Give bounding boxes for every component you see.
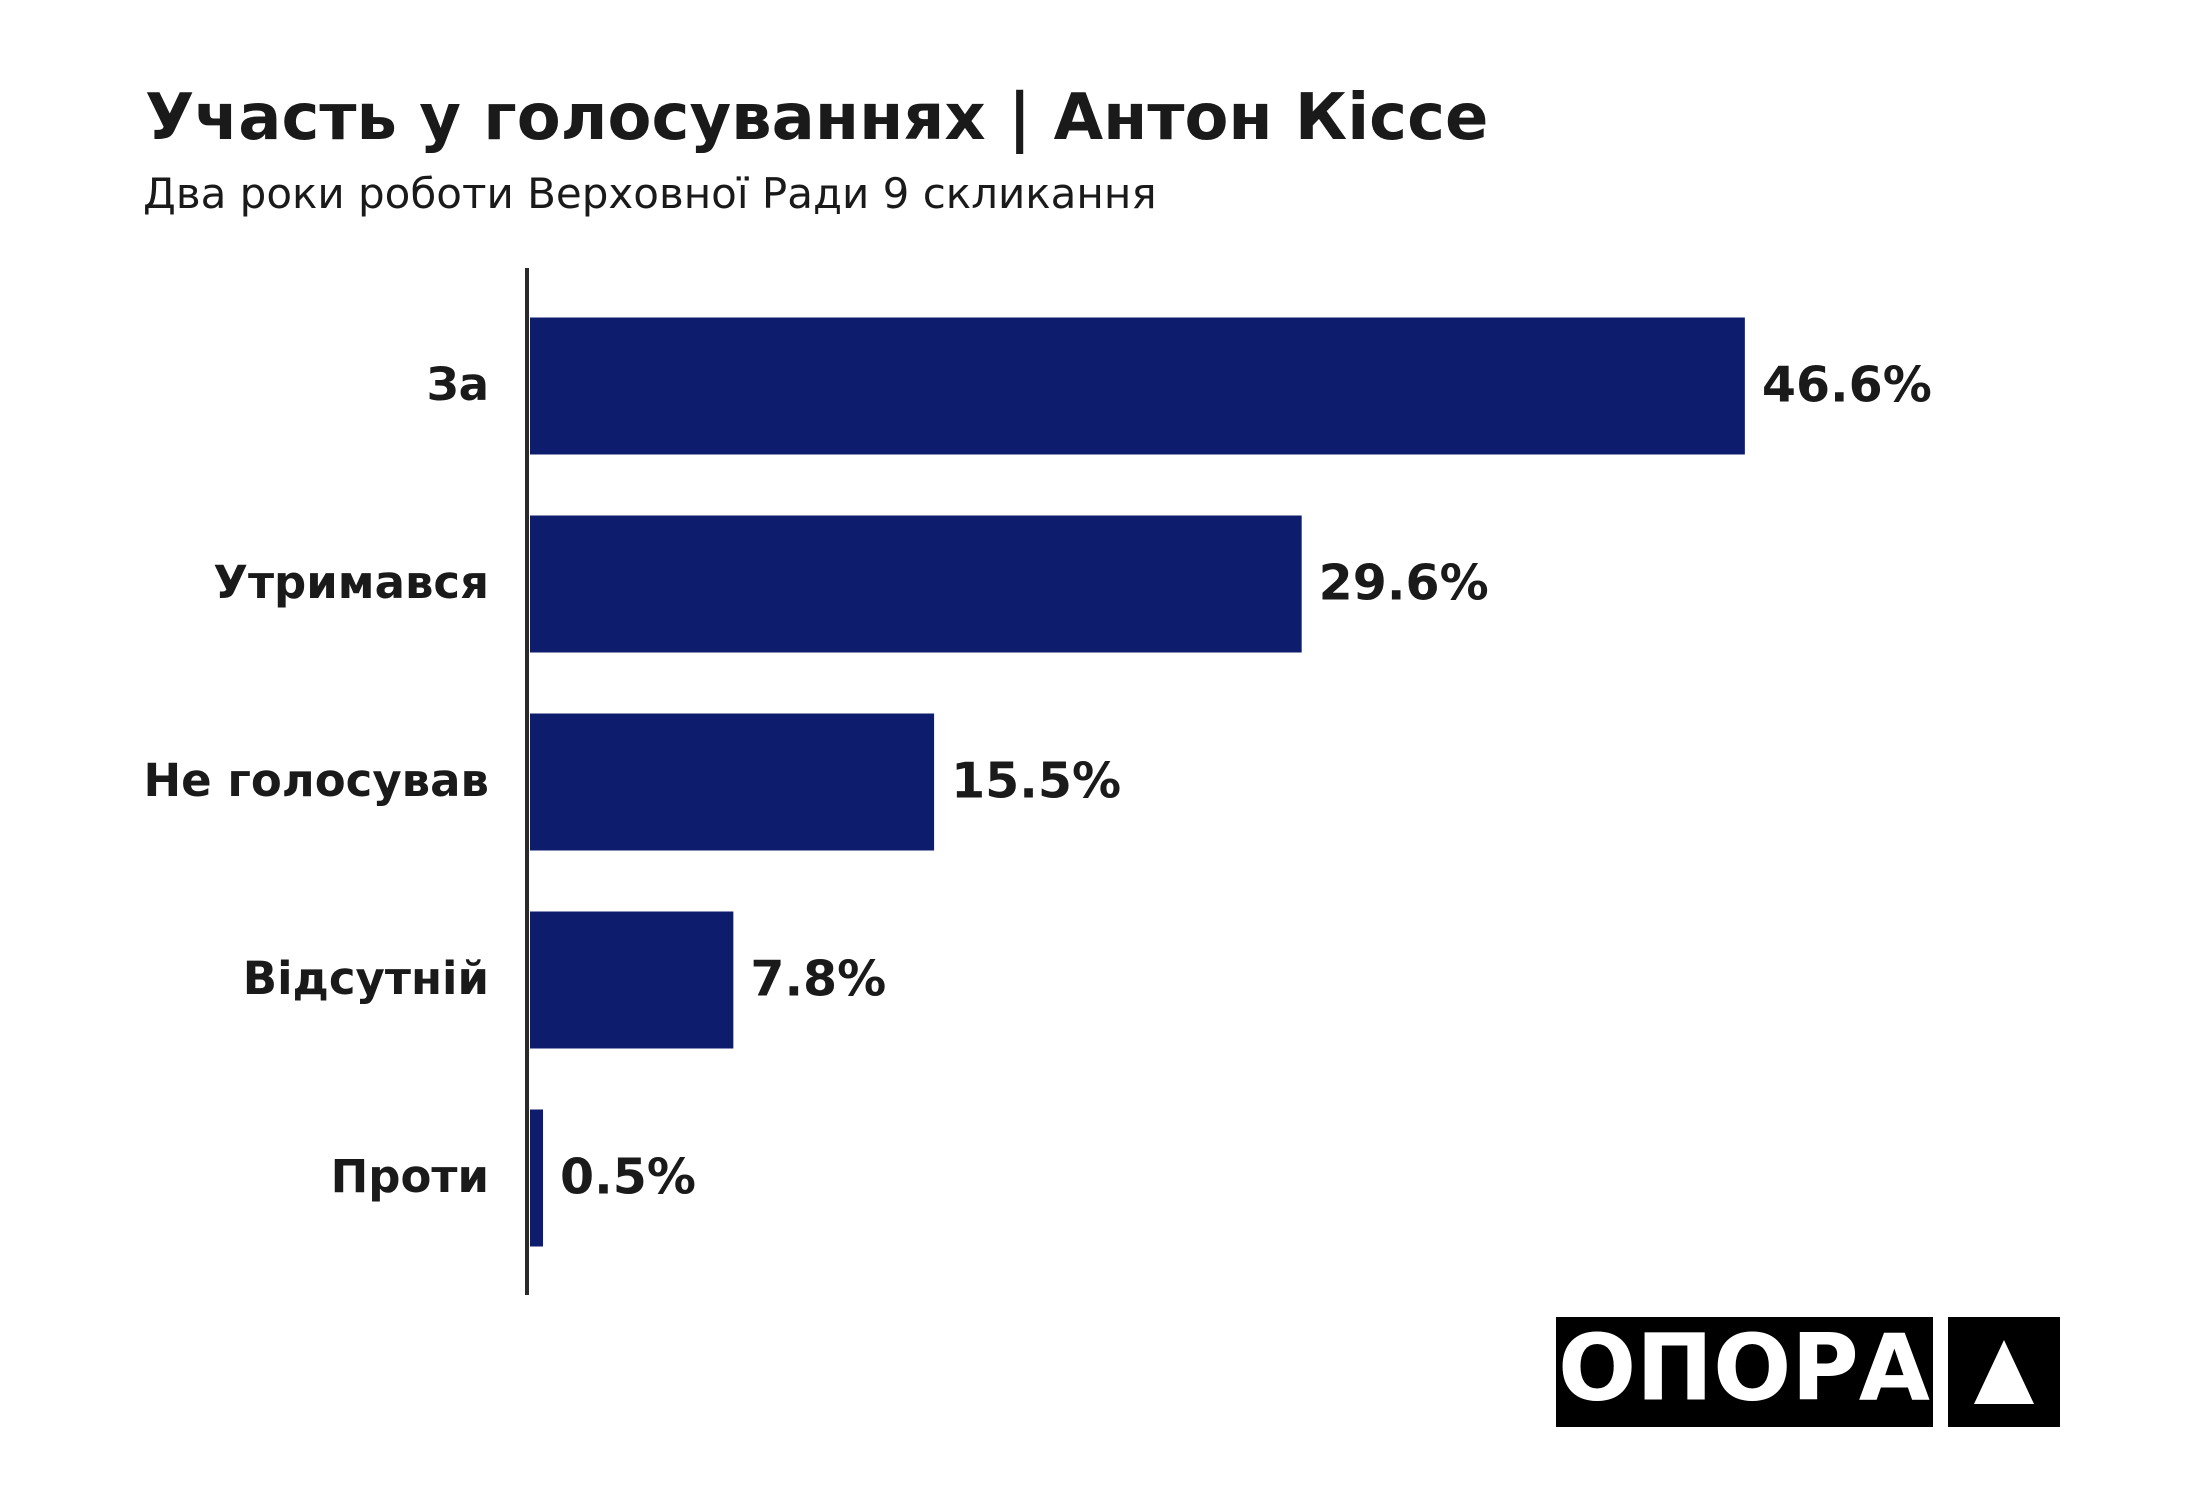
value-label: 46.6% (1762, 357, 1932, 414)
chart-subtitle: Два роки роботи Верховної Ради 9 скликан… (143, 169, 1157, 218)
value-label: 15.5% (951, 753, 1121, 810)
category-label: За (427, 358, 489, 411)
logo-triangle (1974, 1340, 2034, 1404)
category-label: Проти (331, 1150, 489, 1203)
bar (530, 515, 1302, 653)
chart-title: Участь у голосуваннях | Антон Кіссе (145, 81, 1488, 155)
logo-box (1556, 1317, 1933, 1427)
logo: ОПОРА (1556, 1314, 2060, 1427)
value-label: 0.5% (560, 1149, 696, 1206)
value-label: 29.6% (1319, 555, 1489, 612)
category-label: Відсутній (243, 952, 489, 1005)
value-label: 7.8% (750, 951, 886, 1008)
category-label: Утримався (213, 556, 489, 609)
bar (530, 911, 734, 1049)
bar (530, 317, 1745, 455)
bar (530, 713, 935, 851)
category-label: Не голосував (144, 754, 489, 807)
bar (530, 1109, 544, 1247)
logo-text: ОПОРА (1558, 1314, 1930, 1421)
